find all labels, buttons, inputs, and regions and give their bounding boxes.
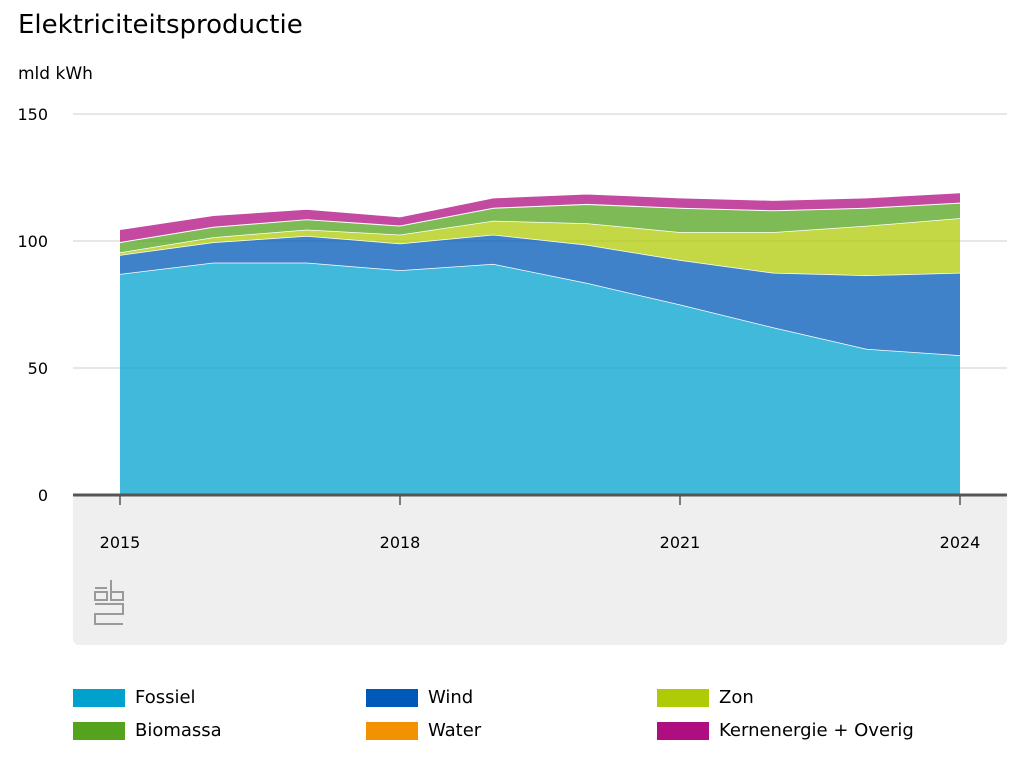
legend-label: Fossiel (135, 687, 196, 708)
series-area-biomassa[interactable] (120, 202, 960, 253)
series-area-fossiel[interactable] (120, 262, 960, 495)
x-tick-label: 2015 (100, 533, 141, 552)
series-area-kernenergie-overig[interactable] (120, 192, 960, 243)
legend-swatch (73, 688, 125, 707)
legend-label: Zon (719, 687, 754, 708)
legend-item[interactable]: Kernenergie + Overig (657, 720, 914, 741)
x-axis-panel (73, 495, 1007, 645)
x-tick-label: 2024 (940, 533, 981, 552)
series-line (119, 191, 961, 231)
legend-item[interactable]: Wind (366, 687, 473, 708)
legend-swatch (73, 721, 125, 740)
y-tick-label: 50 (28, 359, 48, 378)
x-tick-label: 2018 (380, 533, 421, 552)
series-areas (119, 191, 961, 495)
x-tick-label: 2021 (660, 533, 701, 552)
legend-label: Kernenergie + Overig (719, 720, 914, 741)
legend-item[interactable]: Fossiel (73, 687, 196, 708)
legend-item[interactable]: Zon (657, 687, 754, 708)
area-chart: 0 50 100 150 2015 2018 2021 2024 (17, 105, 1007, 645)
legend-item[interactable]: Water (366, 720, 481, 741)
legend-swatch (657, 721, 709, 740)
legend-swatch (657, 688, 709, 707)
chart-title: Elektriciteitsproductie (18, 10, 303, 40)
y-tick-label: 100 (17, 232, 48, 251)
legend-swatch (366, 688, 418, 707)
legend-label: Water (428, 720, 482, 741)
series-area-wind[interactable] (120, 234, 960, 356)
legend-label: Biomassa (135, 720, 222, 741)
y-axis-unit-label: mld kWh (18, 64, 93, 84)
axes: 2015 2018 2021 2024 (73, 493, 1007, 552)
legend-item[interactable]: Biomassa (73, 720, 222, 741)
legend-label: Wind (428, 687, 474, 708)
legend-swatch (366, 721, 418, 740)
y-tick-label: 0 (38, 486, 48, 505)
y-tick-label: 150 (17, 105, 48, 124)
cbs-logo-icon (94, 580, 124, 625)
